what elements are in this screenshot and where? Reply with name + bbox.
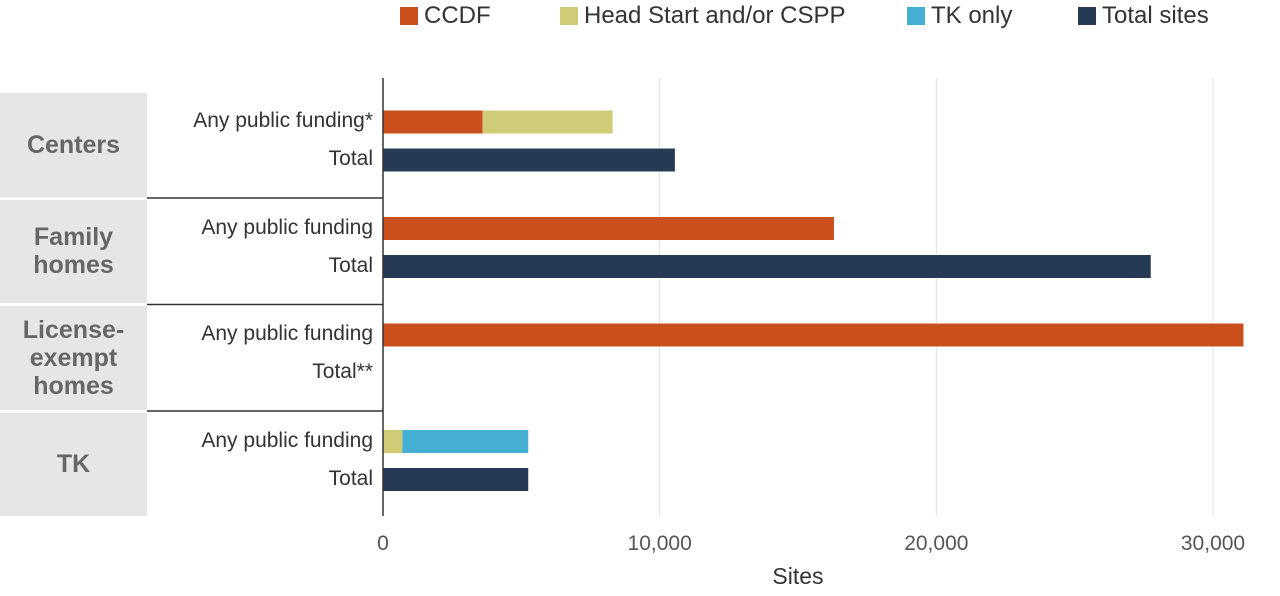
group-box: TK bbox=[0, 412, 147, 516]
legend-label: TK only bbox=[931, 2, 1013, 29]
bar-segment bbox=[482, 110, 613, 134]
row-label: Total bbox=[328, 147, 373, 170]
row-label: Any public funding bbox=[201, 322, 373, 345]
group-box: Centers bbox=[0, 93, 147, 197]
legend-label: Total sites bbox=[1102, 2, 1209, 29]
legend-item: TK only bbox=[907, 2, 1012, 30]
legend-item: CCDF bbox=[400, 2, 491, 30]
row-label: Any public funding bbox=[201, 215, 373, 239]
group-label: TK bbox=[56, 450, 91, 479]
x-axis-title: Sites bbox=[772, 563, 824, 589]
row-label: Any public funding* bbox=[193, 109, 373, 132]
bar-segment bbox=[383, 255, 1151, 278]
bar-segment bbox=[383, 430, 403, 453]
group-label: Family homes bbox=[33, 223, 114, 280]
bar-segment bbox=[402, 430, 529, 453]
legend-swatch bbox=[400, 7, 418, 25]
row-label: Total bbox=[328, 466, 373, 490]
bar-segment bbox=[383, 110, 483, 134]
bar-segment bbox=[383, 468, 529, 491]
x-tick-label: 10,000 bbox=[628, 532, 692, 555]
x-tick-label: 30,000 bbox=[1181, 532, 1245, 555]
row-label: Total** bbox=[312, 360, 373, 383]
legend-label: CCDF bbox=[424, 2, 491, 29]
group-label: Centers bbox=[26, 130, 121, 159]
group-label: License-exempt homes bbox=[22, 315, 125, 400]
legend-item: Head Start and/or CSPP bbox=[560, 2, 845, 30]
group-box: Family homes bbox=[0, 199, 147, 303]
bar-segment bbox=[383, 148, 675, 172]
row-label: Total bbox=[328, 253, 373, 277]
legend-item: Total sites bbox=[1078, 2, 1209, 30]
legend-label: Head Start and/or CSPP bbox=[584, 2, 846, 29]
legend: CCDF Head Start and/or CSPP TK only Total s… bbox=[0, 2, 1280, 34]
bar-segment bbox=[383, 323, 1244, 347]
legend-swatch bbox=[1078, 7, 1096, 25]
legend-swatch bbox=[560, 7, 578, 25]
x-tick-label: 20,000 bbox=[904, 532, 968, 555]
legend-swatch bbox=[907, 7, 925, 25]
x-tick-label: 0 bbox=[377, 532, 389, 555]
row-label: Any public funding bbox=[201, 428, 373, 452]
group-box: License-exempt homes bbox=[0, 306, 147, 410]
bar-segment bbox=[383, 217, 834, 240]
